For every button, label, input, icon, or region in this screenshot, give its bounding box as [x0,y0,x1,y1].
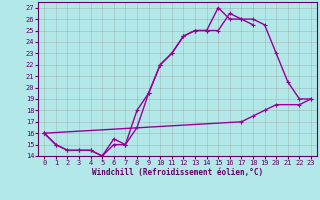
X-axis label: Windchill (Refroidissement éolien,°C): Windchill (Refroidissement éolien,°C) [92,168,263,177]
